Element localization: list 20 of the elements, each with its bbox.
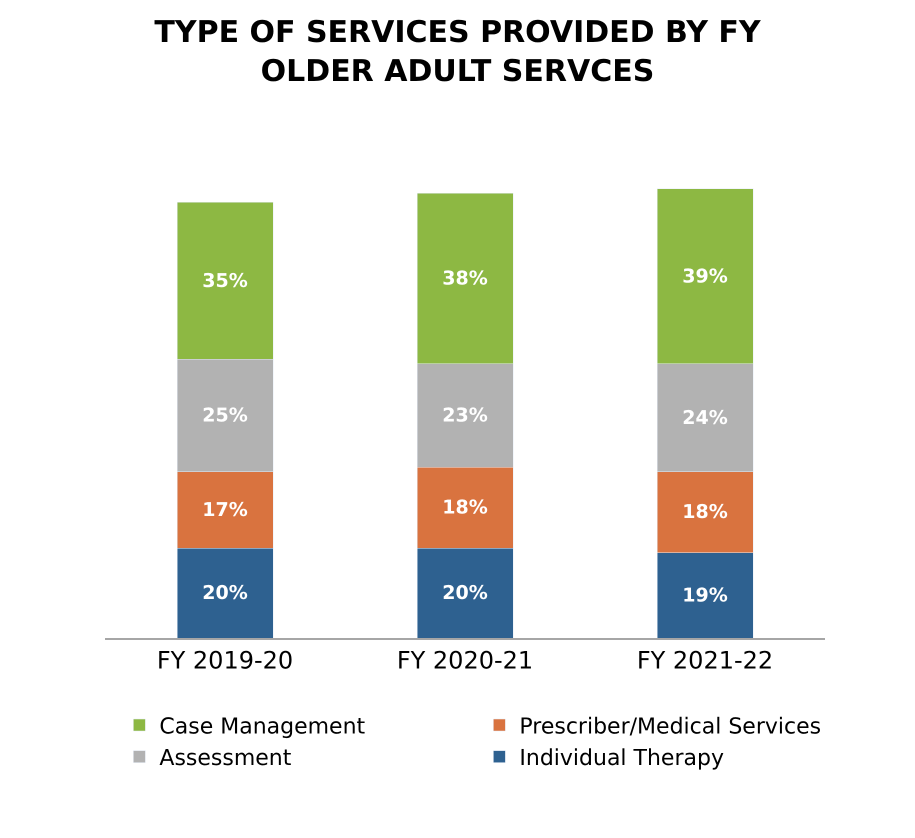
legend-label: Individual Therapy xyxy=(519,746,724,772)
data-label: 18% xyxy=(682,501,728,524)
data-label: 35% xyxy=(202,270,248,292)
data-label: 25% xyxy=(202,404,248,427)
legend-label: Prescriber/Medical Services xyxy=(519,714,822,740)
data-label: 20% xyxy=(202,582,248,604)
data-label: 38% xyxy=(442,268,488,290)
legend-label: Case Management xyxy=(159,714,366,740)
data-label: 24% xyxy=(682,406,728,429)
data-label: 23% xyxy=(442,404,488,427)
x-tick-label: FY 2019-20 xyxy=(156,646,294,675)
chart-title: TYPE OF SERVICES PROVIDED BY FY OLDER ADULT SERVCES xyxy=(154,14,762,89)
data-label: 17% xyxy=(202,498,248,521)
x-tick-label: FY 2021-22 xyxy=(636,646,774,675)
x-tick-label: FY 2020-21 xyxy=(396,646,534,675)
data-label: 19% xyxy=(682,584,728,606)
legend-label: Assessment xyxy=(159,746,292,772)
data-label: 39% xyxy=(682,265,728,288)
data-label: 18% xyxy=(442,496,488,519)
data-label: 20% xyxy=(442,582,488,604)
